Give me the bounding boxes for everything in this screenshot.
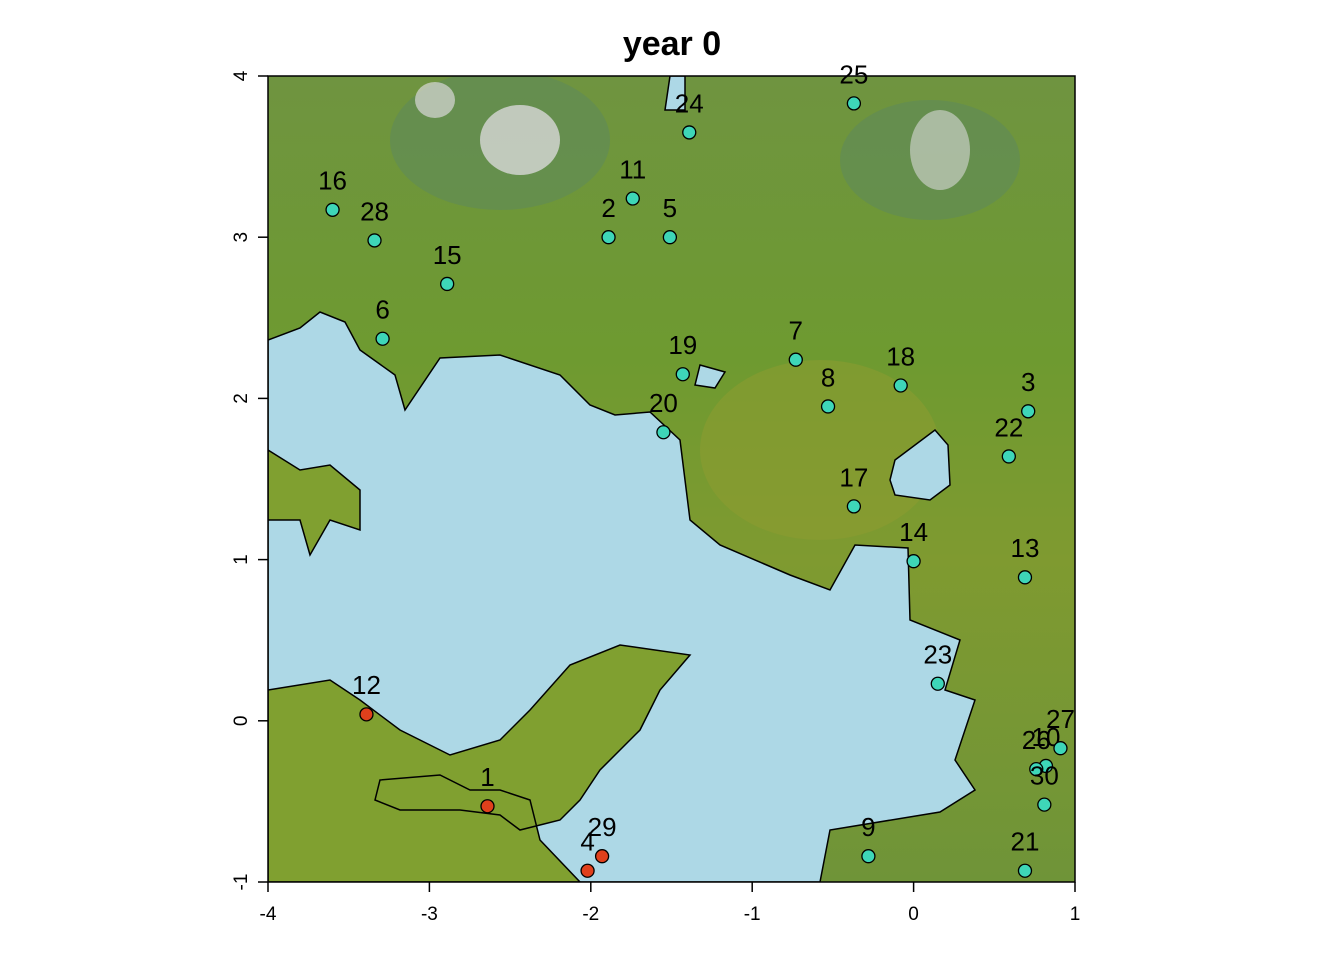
point <box>580 863 595 878</box>
x-tick-label: 1 <box>1070 904 1081 925</box>
point <box>1053 741 1068 756</box>
terrain <box>268 76 1075 882</box>
point <box>846 96 862 111</box>
point-label: 3 <box>1021 367 1035 397</box>
point-label: 2 <box>601 193 615 223</box>
point-label: 4 <box>580 827 594 857</box>
point <box>662 230 678 245</box>
point-label: 28 <box>360 196 389 226</box>
point-label: 27 <box>1046 704 1075 734</box>
y-tick-label: -1 <box>231 874 252 891</box>
point-label: 6 <box>375 295 389 325</box>
point <box>601 230 616 245</box>
point <box>656 425 671 440</box>
point-label: 24 <box>675 88 704 118</box>
point <box>1017 863 1033 878</box>
point <box>440 276 455 292</box>
point <box>480 799 495 814</box>
point <box>375 331 390 346</box>
point <box>1021 404 1036 419</box>
point <box>893 378 908 393</box>
point-label: 1 <box>480 762 494 792</box>
point-label: 12 <box>352 670 381 700</box>
x-tick-label: -4 <box>260 904 277 925</box>
point-label: 18 <box>886 341 915 371</box>
point <box>1037 797 1052 812</box>
x-tick-label: 0 <box>908 904 919 925</box>
chart-title: year 0 <box>623 25 721 63</box>
point <box>682 125 697 140</box>
point <box>625 191 640 206</box>
point-label: 19 <box>668 330 697 360</box>
point <box>846 499 862 514</box>
point-label: 22 <box>994 412 1023 442</box>
point <box>861 849 876 864</box>
point-label: 29 <box>588 812 617 842</box>
x-tick-label: -2 <box>582 904 599 925</box>
point <box>788 352 803 367</box>
point-label: 25 <box>839 59 868 89</box>
point <box>675 367 690 382</box>
y-tick-label: 3 <box>231 232 252 243</box>
point <box>1029 762 1044 777</box>
point <box>359 707 374 722</box>
point-label: 7 <box>789 316 803 346</box>
point-label: 30 <box>1030 760 1059 790</box>
point-label: 8 <box>821 362 835 392</box>
point-label: 20 <box>649 388 678 418</box>
point <box>594 849 610 864</box>
x-tick-label: -3 <box>421 904 438 925</box>
y-tick-label: 2 <box>231 393 252 404</box>
point <box>1001 449 1016 464</box>
point <box>930 676 945 691</box>
point-label: 15 <box>433 240 462 270</box>
point-label: 5 <box>663 193 677 223</box>
point-label: 26 <box>1022 725 1051 755</box>
point-label: 13 <box>1011 533 1040 563</box>
point <box>906 554 921 569</box>
y-tick-label: 1 <box>231 554 252 565</box>
plot-frame <box>267 75 1076 883</box>
point-label: 21 <box>1011 827 1040 857</box>
point <box>1017 570 1033 585</box>
point-label: 9 <box>861 812 875 842</box>
point-label: 23 <box>923 640 952 670</box>
x-tick-label: -1 <box>744 904 761 925</box>
y-tick-label: 4 <box>231 70 252 81</box>
point-label: 16 <box>318 166 347 196</box>
point <box>367 233 382 248</box>
point-label: 17 <box>839 462 868 492</box>
point <box>325 202 340 217</box>
point <box>820 399 836 414</box>
point-label: 11 <box>619 154 646 184</box>
point-label: 14 <box>899 517 928 547</box>
y-tick-label: 0 <box>231 716 252 727</box>
